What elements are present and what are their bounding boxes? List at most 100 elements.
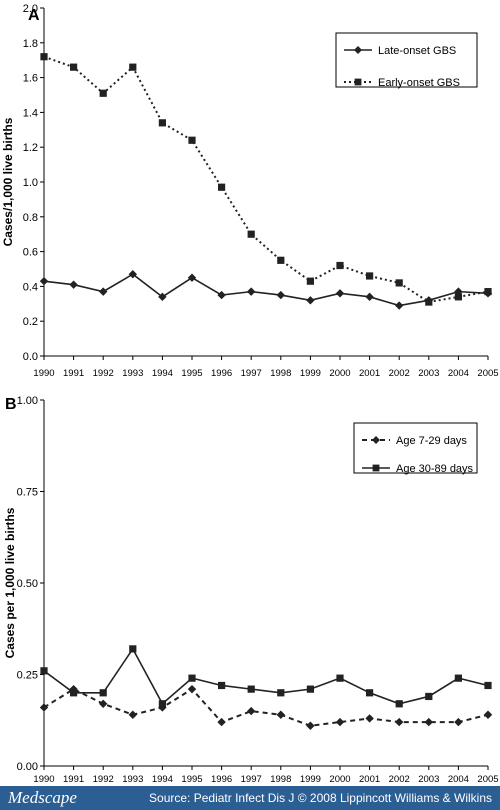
y-tick-label: 0.4 (23, 281, 38, 293)
y-tick-label: 2.0 (23, 3, 38, 15)
x-tick-label: 2002 (389, 368, 410, 379)
x-tick-label: 1992 (93, 774, 114, 785)
y-axis-label: Cases/1,000 live births (1, 117, 15, 246)
panel-label: B (5, 396, 17, 413)
data-point (40, 667, 48, 675)
data-point (218, 183, 226, 191)
data-point (336, 674, 344, 682)
data-point (425, 692, 433, 701)
y-tick-label: 1.0 (23, 177, 38, 189)
x-tick-label: 1999 (300, 368, 321, 379)
x-tick-label: 1995 (181, 368, 202, 379)
x-tick-label: 1990 (33, 774, 54, 785)
y-tick-label: 0.6 (23, 247, 38, 259)
data-point (454, 717, 463, 727)
data-point (335, 289, 345, 298)
medscape-logo: Medscape (8, 788, 77, 807)
data-point (306, 721, 315, 730)
x-tick-label: 1990 (33, 368, 54, 379)
data-point (218, 681, 226, 690)
source-credit: Source: Pediatr Infect Dis J © 2008 Lipp… (149, 791, 492, 805)
data-point (424, 717, 433, 727)
data-point (335, 717, 345, 727)
data-point (188, 674, 196, 682)
data-point (128, 710, 137, 719)
data-point (158, 700, 166, 708)
y-tick-label: 1.8 (23, 38, 38, 50)
y-tick-label: 0.2 (23, 316, 38, 328)
data-point (40, 53, 48, 61)
y-tick-label: 0.00 (17, 761, 38, 773)
x-tick-label: 1994 (152, 368, 173, 379)
legend-marker (372, 436, 380, 444)
data-point (188, 136, 196, 144)
data-point (336, 261, 344, 270)
data-point (306, 277, 314, 285)
x-tick-label: 2001 (359, 368, 380, 379)
data-point (366, 272, 374, 280)
data-point (247, 287, 256, 296)
x-tick-label: 1996 (211, 774, 232, 785)
legend-box (335, 32, 478, 88)
data-point (39, 276, 49, 286)
data-point (454, 674, 462, 682)
data-point (483, 710, 493, 719)
x-tick-label: 2000 (329, 368, 350, 379)
x-tick-label: 1995 (181, 774, 202, 785)
y-tick-label: 1.00 (17, 395, 38, 407)
data-point (365, 292, 374, 302)
legend-label: Early-onset GBS (378, 77, 460, 89)
data-point (128, 270, 137, 279)
data-point (365, 714, 374, 723)
data-point (247, 685, 255, 693)
data-point (129, 645, 137, 653)
x-tick-label: 1993 (122, 368, 143, 379)
x-tick-label: 2004 (448, 368, 469, 379)
legend-label: Age 30-89 days (396, 463, 474, 475)
x-tick-label: 1991 (63, 368, 84, 379)
x-tick-label: 2003 (418, 368, 439, 379)
data-point (276, 290, 285, 300)
x-tick-label: 2005 (477, 368, 498, 379)
x-tick-label: 2000 (329, 774, 350, 785)
x-tick-label: 1996 (211, 368, 232, 379)
data-point (306, 685, 314, 693)
x-tick-label: 1993 (122, 774, 143, 785)
series-line (43, 273, 489, 307)
series-line (43, 647, 489, 706)
y-tick-label: 0.25 (17, 670, 38, 682)
y-tick-label: 0.75 (17, 487, 38, 499)
x-tick-label: 1994 (152, 774, 173, 785)
series-line (43, 687, 489, 727)
x-tick-label: 1997 (241, 774, 262, 785)
y-tick-label: 0.8 (23, 212, 38, 224)
data-point (69, 280, 78, 289)
y-axis-label: Cases per 1,000 live births (3, 507, 17, 658)
data-point (247, 706, 256, 716)
x-tick-label: 2004 (448, 774, 469, 785)
data-point (158, 292, 167, 302)
data-point (99, 699, 108, 708)
x-tick-label: 2005 (477, 774, 498, 785)
data-point (70, 63, 78, 71)
chart-panel-a: 0.0 0.2 0.4 0.6 0.8 1.0 1.2 1.4 1.6 1.8 2.0 1990 199… (1, 3, 499, 379)
data-point (158, 119, 166, 127)
data-point (395, 700, 403, 708)
x-tick-label: 2002 (389, 774, 410, 785)
data-point (484, 288, 492, 296)
y-tick-label: 1.6 (23, 73, 38, 85)
data-point (395, 279, 403, 287)
data-point (70, 689, 78, 697)
series-line (43, 55, 489, 304)
panel-label: A (28, 7, 40, 24)
x-tick-label: 2001 (359, 774, 380, 785)
data-point (99, 287, 108, 296)
figure-svg: 0.0 0.2 0.4 0.6 0.8 1.0 1.2 1.4 1.6 1.8 2.0 1990 199… (1, 3, 499, 785)
data-point (158, 703, 167, 712)
data-point (395, 301, 404, 310)
legend-label: Late-onset GBS (378, 45, 456, 57)
x-tick-label: 1997 (241, 368, 262, 379)
x-tick-label: 1991 (63, 774, 84, 785)
chart-panel-b: 0.00 0.25 0.50 0.75 1.00 1990 1991 1992 1993 1994… (3, 395, 499, 785)
data-point (276, 710, 285, 719)
